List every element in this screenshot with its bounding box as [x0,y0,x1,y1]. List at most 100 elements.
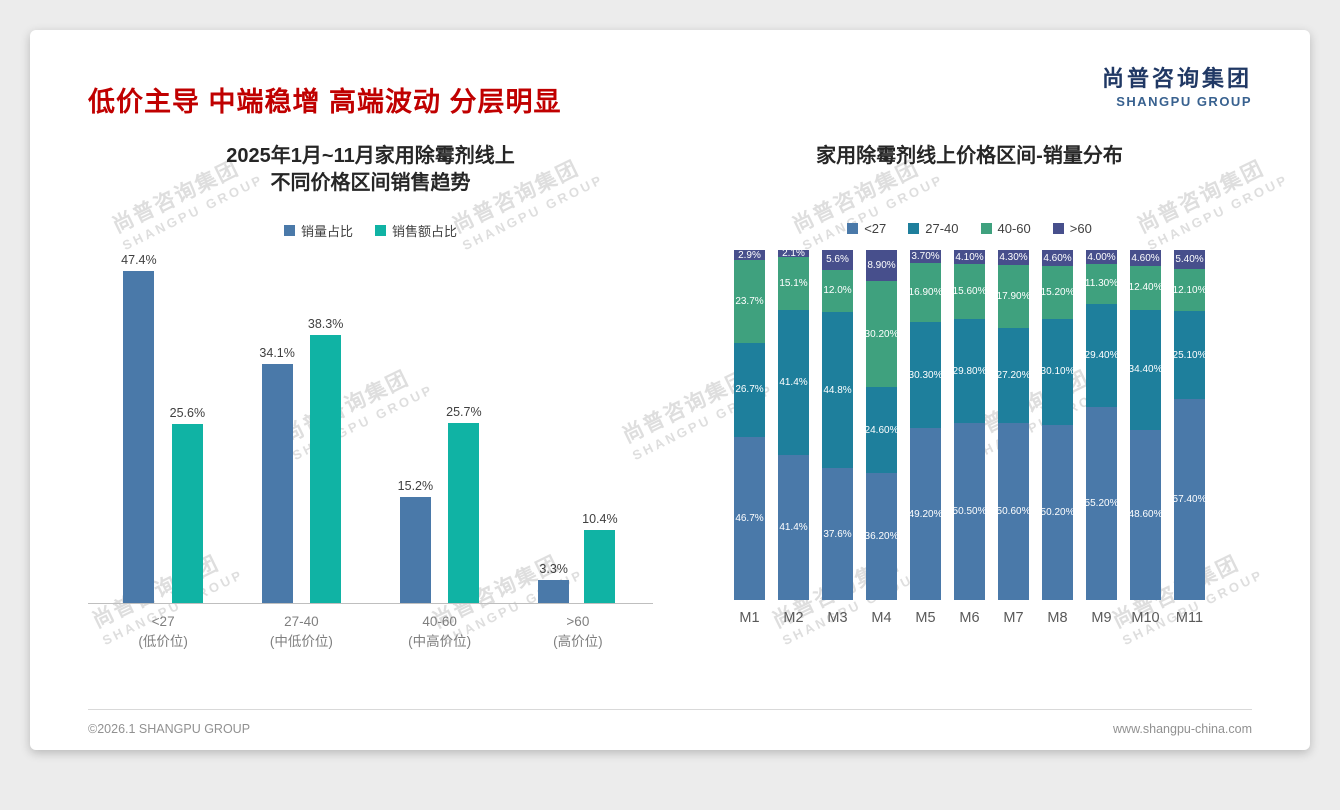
legend-swatch-blue [283,225,295,236]
segment-label: 8.90% [867,260,896,272]
segment-label: 29.80% [952,365,987,377]
segment-label: 30.10% [1040,366,1075,378]
left-chart-title: 2025年1月~11月家用除霉剂线上 不同价格区间销售趋势 [88,143,653,205]
segment-label: 12.0% [823,285,852,297]
charts-row: 2025年1月~11月家用除霉剂线上 不同价格区间销售趋势 销量占比 销售额占比… [88,143,1252,653]
segment->60: 4.10% [954,249,985,265]
segment-label: 37.6% [823,528,852,540]
stacked-bar-M2: 41.4% 41.4% 15.1% 2.1% [778,248,809,600]
x-axis-label: M11 [1175,610,1204,626]
segment-40-60: 12.0% [822,269,853,312]
segment-27-40: 34.40% [1128,309,1163,430]
x-axis-label: M1 [739,610,760,626]
segment->60: 5.6% [822,250,853,270]
right-chart-legend: <27 27-40 40-60 >60 [687,221,1252,236]
bar-pair: 47.4% 25.6% [121,253,205,603]
stacked-bar-M4: 36.20% 24.60% 30.20% 8.90% [864,250,899,600]
bar-value-label: 10.4% [582,512,618,527]
segment-label: 55.20% [1084,497,1119,509]
x-axis-label-sub: (高价位) [553,634,603,650]
bar-wrap: 38.3% [308,317,343,603]
segment-<27: 49.20% [908,428,943,600]
logo-cn-text: 尚普咨询集团 [1101,66,1252,91]
right-chart-title-text: 家用除霉剂线上价格区间-销量分布 [816,145,1123,167]
bar-wrap: 47.4% [121,253,157,603]
stacked-bar-M6: 50.50% 29.80% 15.60% 4.10% [952,249,987,600]
segment-label: 4.10% [955,251,984,263]
bar-group: 34.1% 38.3% [232,317,370,603]
left-chart-title-line2: 不同价格区间销售趋势 [270,172,471,194]
segment-40-60: 12.10% [1172,268,1207,312]
segment-<27: 50.20% [1040,424,1075,600]
x-axis-label: >60 (高价位) [509,612,647,653]
stacked-bar-M11: 57.40% 25.10% 12.10% 5.40% [1172,250,1207,600]
x-axis-label-main: >60 [566,614,590,629]
left-chart-xlabels: <27 (低价位) 27-40 (中低价位) 40-60 (中高价位) >60 (高价位) [88,612,653,653]
stacked-bar-M7: 50.60% 27.20% 17.90% 4.30% [996,249,1031,600]
x-axis-label: <27 (低价位) [94,612,232,653]
bar-销售额占比 [584,530,616,603]
segment-label: 49.20% [908,508,943,520]
slide: 尚普咨询集团 SHANGPU GROUP 尚普咨询集团 SHANGPU GROUP 尚普… [30,30,1310,750]
segment-27-40: 26.7% [734,343,765,437]
segment-label: 48.60% [1128,509,1163,521]
segment-27-40: 41.4% [778,310,809,456]
x-axis-label: M7 [1003,610,1024,626]
segment-label: 5.40% [1175,253,1204,265]
segment-label: 12.40% [1128,282,1163,294]
segment-27-40: 30.10% [1040,319,1075,425]
legend-label: 40-60 [997,221,1031,236]
segment-label: 2.1% [782,248,805,260]
x-axis-label: 40-60 (中高价位) [371,612,509,653]
segment-label: 11.30% [1084,278,1119,290]
x-axis-label: M8 [1047,610,1068,626]
right-chart-title: 家用除霉剂线上价格区间-销量分布 [687,143,1252,205]
segment-label: 30.20% [864,328,899,340]
segment->60: 5.40% [1174,250,1205,269]
company-logo: 尚普咨询集团 SHANGPU GROUP [1102,66,1252,110]
segment-27-40: 25.10% [1172,311,1207,400]
segment-<27: 50.60% [997,422,1030,600]
bar-wrap: 3.3% [538,562,570,603]
segment-label: 4.60% [1131,252,1160,264]
x-axis-label-sub: (中高价位) [408,634,472,650]
segment-label: 23.7% [735,296,764,308]
right-chart: 家用除霉剂线上价格区间-销量分布 <27 27-40 40-60 [687,143,1252,653]
segment-label: 17.90% [996,290,1031,302]
stacked-bar-M5: 49.20% 30.30% 16.90% 3.70% [908,250,943,600]
segment-label: 4.30% [999,251,1028,263]
legend-item: 27-40 [908,221,959,236]
bar-wrap: 25.6% [170,406,205,603]
bar-value-label: 38.3% [307,316,344,331]
bar-wrap: 25.7% [446,405,482,603]
segment-label: 26.7% [735,384,764,396]
x-axis-label: 27-40 (中低价位) [232,612,370,653]
segment-label: 50.50% [952,506,987,518]
x-axis-label: M5 [915,610,936,626]
legend-label: >60 [1069,221,1092,236]
segment-label: 12.10% [1172,284,1207,296]
left-chart-legend: 销量占比 销售额占比 [88,221,653,240]
segment-label: 50.20% [1040,506,1075,518]
legend-swatch-teal [375,225,386,236]
segment-40-60: 23.7% [734,260,765,344]
segment-label: 25.10% [1172,349,1207,361]
bar-group: 3.3% 10.4% [509,512,647,603]
bar-value-label: 25.6% [169,405,206,420]
segment-27-40: 44.8% [822,311,853,469]
bar-value-label: 47.4% [121,253,157,268]
bar-group: 47.4% 25.6% [94,253,232,603]
segment-label: 5.6% [826,254,849,266]
segment-label: 30.30% [908,369,943,381]
legend-item: 40-60 [980,221,1031,236]
bar-value-label: 25.7% [446,405,482,420]
logo-en-text: SHANGPU GROUP [1116,94,1252,110]
segment-40-60: 30.20% [864,281,899,388]
bar-group: 15.2% 25.7% [371,405,509,603]
segment-label: 27.20% [996,369,1031,381]
legend-label: 27-40 [925,221,959,236]
x-axis-label-main: 27-40 [284,614,319,629]
bar-销量占比 [399,496,431,603]
segment->60: 4.60% [1042,250,1073,267]
segment-label: 34.40% [1128,364,1163,376]
